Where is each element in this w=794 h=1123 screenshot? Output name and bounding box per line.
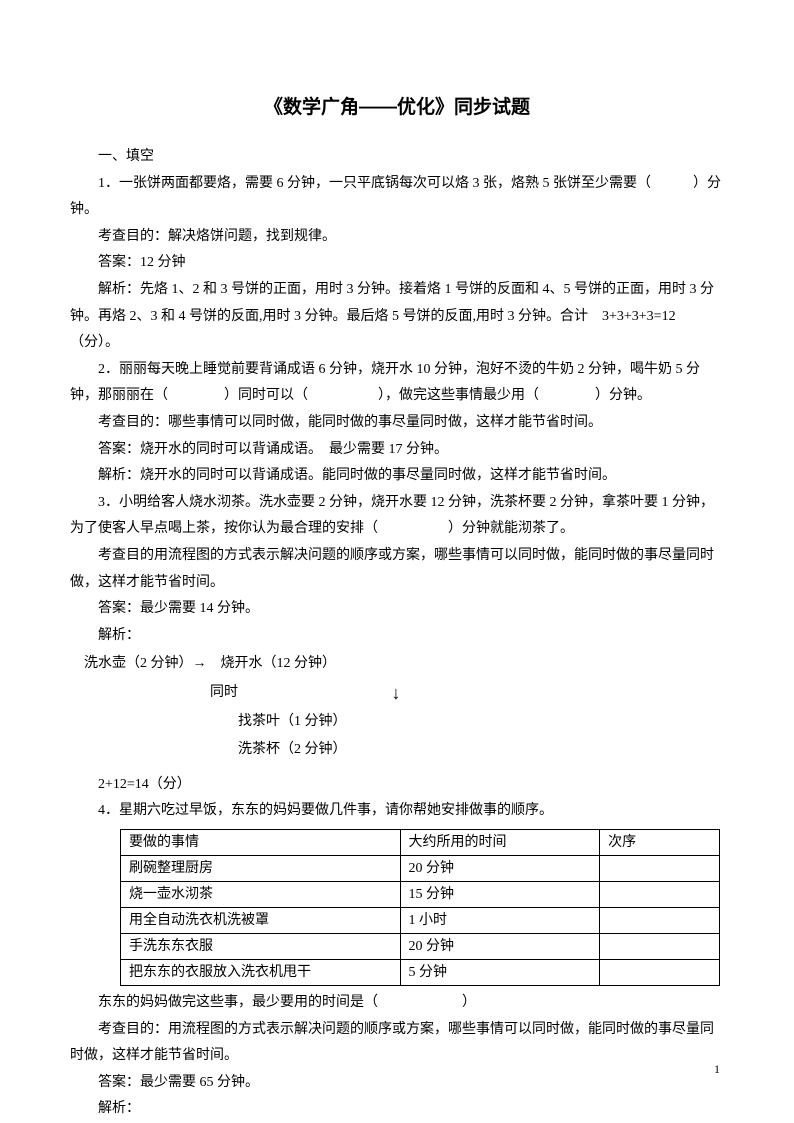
td-order [600, 855, 720, 881]
td-task: 刷碗整理厨房 [121, 855, 401, 881]
td-task: 手洗东东衣服 [121, 933, 401, 959]
td-task: 把东东的衣服放入洗衣机甩干 [121, 959, 401, 985]
table-row: 把东东的衣服放入洗衣机甩干 5 分钟 [121, 959, 720, 985]
q3-flow-row1: 洗水壶（2 分钟）→ 烧开水（12 分钟） [70, 651, 724, 678]
q3-flow-sim-label: 同时 [210, 685, 238, 700]
q1-goal: 考查目的：解决烙饼问题，找到规律。 [70, 224, 724, 251]
td-task: 用全自动洗衣机洗被罩 [121, 907, 401, 933]
td-time: 20 分钟 [400, 933, 600, 959]
q3-flow-sub2: 洗茶杯（2 分钟） [70, 737, 724, 764]
td-time: 1 小时 [400, 907, 600, 933]
td-order [600, 959, 720, 985]
page-title: 《数学广角——优化》同步试题 [70, 90, 724, 126]
q2-goal: 考查目的：哪些事情可以同时做，能同时做的事尽量同时做，这样才能节省时间。 [70, 410, 724, 437]
q3-flow-simul: 同时 ↓ [70, 680, 724, 707]
table-row: 烧一壶水沏茶 15 分钟 [121, 881, 720, 907]
td-time: 5 分钟 [400, 959, 600, 985]
q4-answer: 答案：最少需要 65 分钟。 [70, 1070, 724, 1097]
table-row: 用全自动洗衣机洗被罩 1 小时 [121, 907, 720, 933]
td-time: 15 分钟 [400, 881, 600, 907]
arrow-down-icon: ↓ [252, 684, 401, 702]
page-number: 1 [714, 1058, 720, 1081]
q4-explain: 解析： [70, 1096, 724, 1123]
q1-answer: 答案：12 分钟 [70, 250, 724, 277]
q4-goal: 考查目的：用流程图的方式表示解决问题的顺序或方案，哪些事情可以同时做，能同时做的… [70, 1017, 724, 1070]
td-order [600, 881, 720, 907]
q3-explain-label: 解析： [70, 623, 724, 650]
q3-flow-sub1: 找茶叶（1 分钟） [70, 709, 724, 736]
q2-explain: 解析：烧开水的同时可以背诵成语。能同时做的事尽量同时做，这样才能节省时间。 [70, 463, 724, 490]
q1-text: 1．一张饼两面都要烙，需要 6 分钟，一只平底锅每次可以烙 3 张，烙熟 5 张… [70, 171, 724, 224]
th-order: 次序 [600, 829, 720, 855]
q2-answer: 答案：烧开水的同时可以背诵成语。 最少需要 17 分钟。 [70, 437, 724, 464]
td-time: 20 分钟 [400, 855, 600, 881]
q3-text: 3．小明给客人烧水沏茶。洗水壶要 2 分钟，烧开水要 12 分钟，洗茶杯要 2 … [70, 490, 724, 543]
td-order [600, 907, 720, 933]
td-task: 烧一壶水沏茶 [121, 881, 401, 907]
th-time: 大约所用的时间 [400, 829, 600, 855]
table-row: 要做的事情 大约所用的时间 次序 [121, 829, 720, 855]
q2-text: 2．丽丽每天晚上睡觉前要背诵成语 6 分钟，烧开水 10 分钟，泡好不烫的牛奶 … [70, 357, 724, 410]
q4-after: 东东的妈妈做完这些事，最少要用的时间是（ ） [70, 990, 724, 1017]
q1-explain: 解析：先烙 1、2 和 3 号饼的正面，用时 3 分钟。接着烙 1 号饼的反面和… [70, 277, 724, 357]
table-row: 刷碗整理厨房 20 分钟 [121, 855, 720, 881]
table-row: 手洗东东衣服 20 分钟 [121, 933, 720, 959]
q3-answer: 答案：最少需要 14 分钟。 [70, 596, 724, 623]
q3-goal: 考查目的用流程图的方式表示解决问题的顺序或方案，哪些事情可以同时做，能同时做的事… [70, 543, 724, 596]
q3-calc: 2+12=14（分） [70, 772, 724, 799]
q4-text: 4．星期六吃过早饭，东东的妈妈要做几件事，请你帮她安排做事的顺序。 [70, 798, 724, 825]
th-task: 要做的事情 [121, 829, 401, 855]
td-order [600, 933, 720, 959]
q4-table: 要做的事情 大约所用的时间 次序 刷碗整理厨房 20 分钟 烧一壶水沏茶 15 … [120, 829, 720, 986]
section-heading: 一、填空 [70, 144, 724, 171]
